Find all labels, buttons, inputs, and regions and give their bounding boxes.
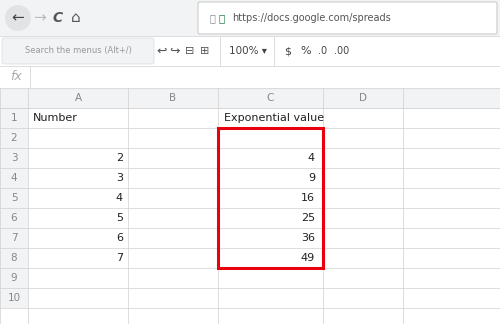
Text: 4: 4 [308, 153, 315, 163]
Text: https://docs.google.com/spreads: https://docs.google.com/spreads [232, 13, 391, 23]
Text: 7: 7 [116, 253, 123, 263]
Text: 4: 4 [10, 173, 18, 183]
Text: ⌂: ⌂ [71, 10, 81, 26]
Text: 16: 16 [301, 193, 315, 203]
Text: 3: 3 [10, 153, 18, 163]
Text: fx: fx [10, 71, 22, 84]
Text: Exponential value: Exponential value [224, 113, 324, 123]
Text: 10: 10 [8, 293, 20, 303]
Text: 36: 36 [301, 233, 315, 243]
Text: 25: 25 [301, 213, 315, 223]
Text: ⊟: ⊟ [186, 46, 194, 56]
Text: ⓘ: ⓘ [209, 13, 215, 23]
Text: 8: 8 [10, 253, 18, 263]
Text: B: B [170, 93, 176, 103]
Text: A: A [74, 93, 82, 103]
Text: 4: 4 [116, 193, 123, 203]
Bar [0, 188, 28, 208]
Text: ⊞: ⊞ [200, 46, 209, 56]
Text: 7: 7 [10, 233, 18, 243]
Bar [0, 36, 500, 66]
Text: .00: .00 [334, 46, 349, 56]
Bar [218, 128, 323, 268]
Text: ←: ← [12, 10, 24, 26]
Text: C: C [53, 11, 63, 25]
Text: →: → [34, 10, 46, 26]
Bar [0, 228, 28, 248]
Text: 🔒: 🔒 [219, 14, 225, 24]
Text: 9: 9 [10, 273, 18, 283]
Text: D: D [359, 93, 367, 103]
Text: 49: 49 [301, 253, 315, 263]
Text: 6: 6 [10, 213, 18, 223]
FancyBboxPatch shape [198, 2, 497, 34]
Bar [0, 268, 28, 288]
Text: 100% ▾: 100% ▾ [229, 46, 267, 56]
FancyBboxPatch shape [2, 38, 154, 64]
Text: 2: 2 [10, 133, 18, 143]
Bar [0, 288, 28, 308]
Bar [0, 108, 28, 128]
Text: Search the menus (Alt+/): Search the menus (Alt+/) [24, 47, 132, 55]
Text: ↩: ↩ [157, 44, 167, 57]
Bar [0, 88, 500, 108]
Text: 5: 5 [116, 213, 123, 223]
Circle shape [5, 5, 31, 31]
Text: 1: 1 [10, 113, 18, 123]
Bar [0, 148, 28, 168]
Text: %: % [300, 46, 312, 56]
Bar [0, 208, 28, 228]
Text: 5: 5 [10, 193, 18, 203]
Text: $: $ [284, 46, 292, 56]
Text: 6: 6 [116, 233, 123, 243]
Bar [0, 66, 500, 88]
Text: 2: 2 [116, 153, 123, 163]
Bar [0, 128, 28, 148]
Text: C: C [267, 93, 274, 103]
Text: Number: Number [33, 113, 78, 123]
Text: ↪: ↪ [170, 44, 180, 57]
Text: 9: 9 [308, 173, 315, 183]
Bar [0, 248, 28, 268]
Bar [0, 168, 28, 188]
Text: 3: 3 [116, 173, 123, 183]
Text: .0: .0 [318, 46, 328, 56]
Bar [0, 0, 500, 36]
